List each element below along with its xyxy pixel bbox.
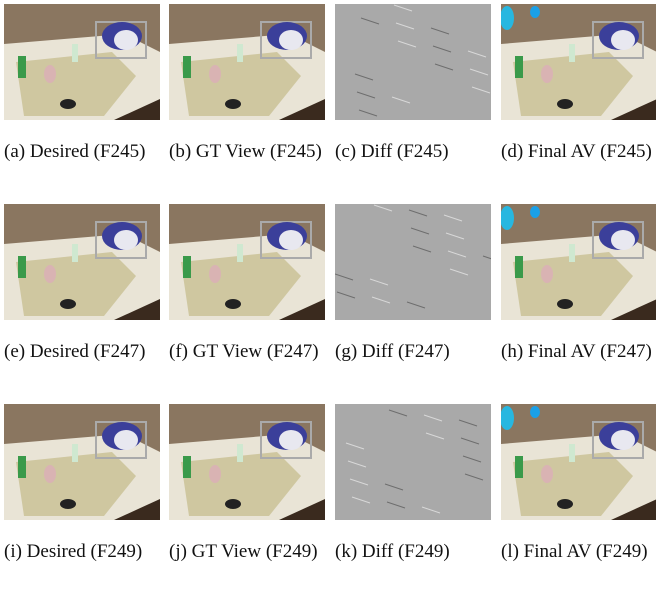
panel: (e) Desired (F247) — [4, 204, 160, 364]
caption: (c) Diff (F245) — [335, 140, 491, 164]
caption: (b) GT View (F245) — [169, 140, 325, 164]
panel-image — [501, 204, 656, 320]
caption: (g) Diff (F247) — [335, 340, 491, 364]
panel-image — [169, 204, 325, 320]
figure: (a) Desired (F245) (b) GT View (F245) (c)… — [0, 0, 656, 590]
panel-image — [335, 404, 491, 520]
panel-image — [169, 4, 325, 120]
panel-image — [335, 204, 491, 320]
panel-image — [4, 204, 160, 320]
panel-image — [169, 404, 325, 520]
caption: (d) Final AV (F245) — [501, 140, 656, 164]
caption: (h) Final AV (F247) — [501, 340, 656, 364]
panel-image — [4, 4, 160, 120]
panel: (c) Diff (F245) — [335, 4, 491, 164]
panel-image — [501, 404, 656, 520]
caption: (f) GT View (F247) — [169, 340, 325, 364]
panel: (j) GT View (F249) — [169, 404, 325, 564]
caption: (e) Desired (F247) — [4, 340, 160, 364]
panel: (h) Final AV (F247) — [501, 204, 656, 364]
caption: (a) Desired (F245) — [4, 140, 160, 164]
caption: (l) Final AV (F249) — [501, 540, 656, 564]
caption: (k) Diff (F249) — [335, 540, 491, 564]
caption: (i) Desired (F249) — [4, 540, 160, 564]
panel: (a) Desired (F245) — [4, 4, 160, 164]
panel-image — [335, 4, 491, 120]
panel: (g) Diff (F247) — [335, 204, 491, 364]
panel: (k) Diff (F249) — [335, 404, 491, 564]
caption: (j) GT View (F249) — [169, 540, 325, 564]
panel: (b) GT View (F245) — [169, 4, 325, 164]
panel: (f) GT View (F247) — [169, 204, 325, 364]
panel: (d) Final AV (F245) — [501, 4, 656, 164]
panel-image — [501, 4, 656, 120]
panel: (l) Final AV (F249) — [501, 404, 656, 564]
panel-image — [4, 404, 160, 520]
panel: (i) Desired (F249) — [4, 404, 160, 564]
